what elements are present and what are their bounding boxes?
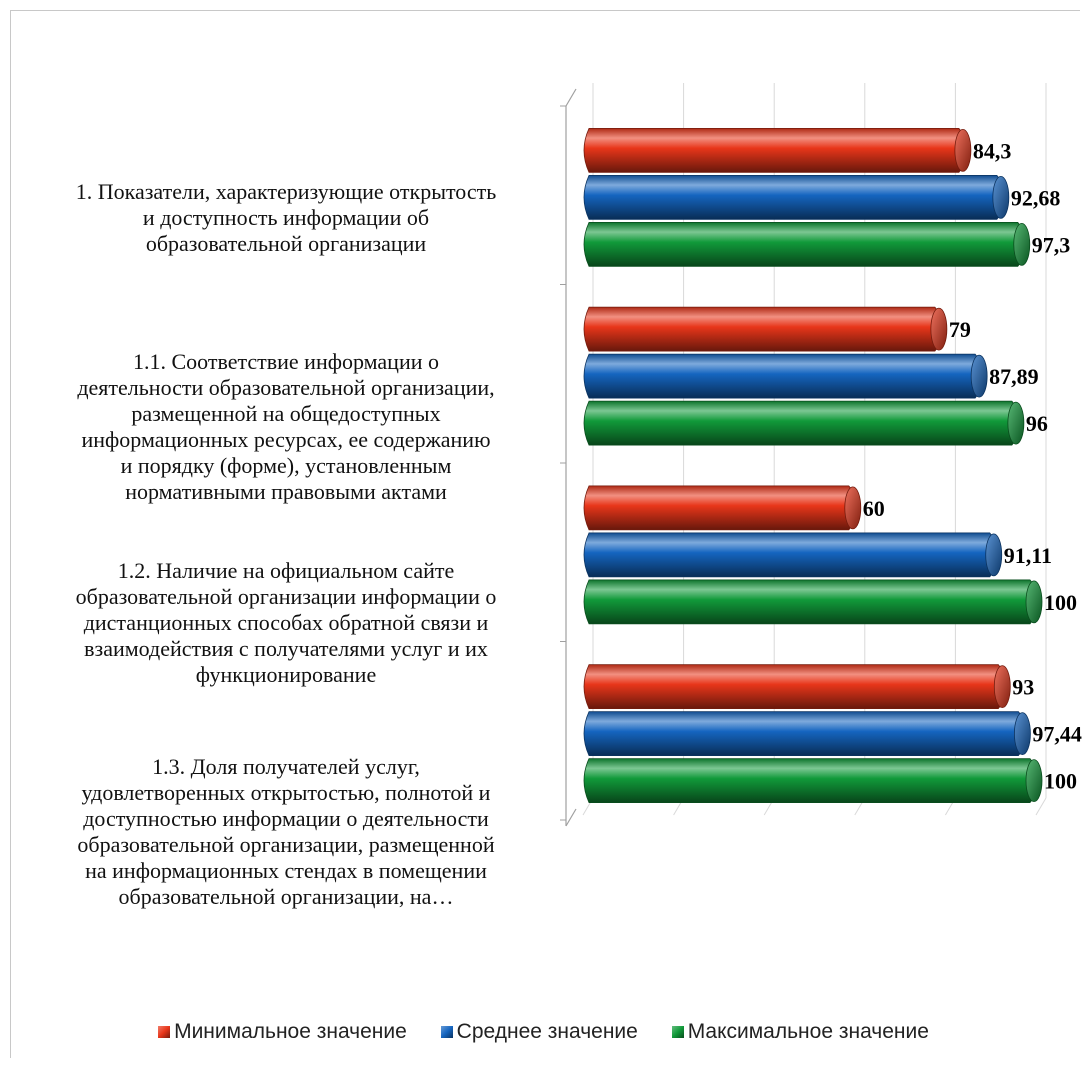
data-label: 100 [1044,590,1077,615]
bar [583,353,985,399]
data-label: 96 [1026,411,1048,436]
legend-swatch-avg [440,1026,453,1038]
bar [583,579,1040,625]
bar-cap [930,307,948,351]
bar [583,711,1028,757]
category-label: 1.2. Наличие на официальном сайте образо… [75,558,497,687]
data-label: 100 [1044,769,1077,794]
category-label: 1.3. Доля получателей услуг, удовлетворе… [77,754,495,909]
data-labels: 84,3 92,68 97,3 79 87,89 96 60 91,11 100 93 97,44 1… [863,138,1082,793]
category-label: 1.1. Соответствие информации о деятельно… [77,349,495,504]
bar-cap [1007,401,1025,445]
bar [583,174,1007,220]
bar-cap [844,486,862,530]
legend-label-min: Минимальное значение [174,1020,407,1043]
bar [583,664,1008,710]
bar-cap [1014,712,1031,756]
data-label: 60 [863,496,885,521]
chart-bars [583,127,1043,804]
category-axis-bottom [565,808,577,827]
data-label: 93 [1012,675,1034,700]
bar [583,485,859,531]
bar-cap [985,533,1003,577]
category-axis-top [565,88,577,107]
chart-legend: Минимальное значение Среднее значение Ма… [0,1020,1087,1044]
bar [583,400,1022,446]
data-label: 97,44 [1032,722,1082,747]
data-label: 92,68 [1011,185,1060,210]
data-label: 91,11 [1004,543,1052,568]
legend-label-max: Максимальное значение [687,1020,929,1043]
bar-cap [970,354,988,398]
bar-cap [1025,759,1043,803]
data-label: 97,3 [1032,232,1071,257]
bar [583,221,1028,267]
category-axis [560,88,577,827]
bar-cap [954,128,972,172]
gridline-floor [1035,797,1047,816]
bar-cap [993,665,1011,709]
bar [583,532,1000,578]
legend-swatch-max [671,1026,684,1038]
data-label: 87,89 [989,364,1039,389]
category-label: 1. Показатели, характеризующие открытост… [75,179,497,256]
data-label: 84,3 [973,138,1012,163]
legend-item-max: Максимальное значение [671,1020,929,1044]
legend-item-avg: Среднее значение [440,1020,638,1044]
bar [583,306,945,352]
bar-cap [1025,580,1043,624]
bar [583,127,969,173]
legend-swatch-min [158,1026,171,1038]
data-label: 79 [949,317,971,342]
bar [583,758,1040,804]
chart-frame [10,10,1080,1058]
legend-item-min: Минимальное значение [158,1020,407,1044]
bar-cap [1013,222,1031,266]
legend-label-avg: Среднее значение [456,1020,638,1043]
bar-cap [992,175,1010,219]
